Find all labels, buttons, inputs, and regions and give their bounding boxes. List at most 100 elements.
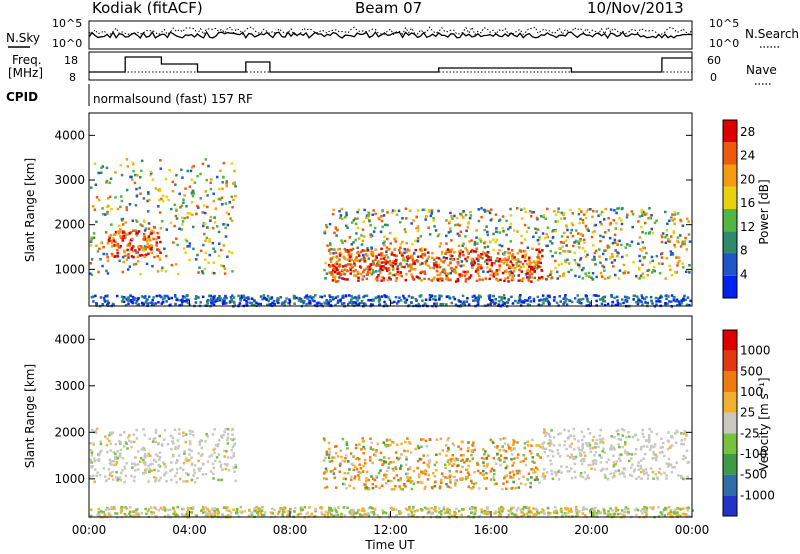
- heatmap-cell: [479, 240, 483, 243]
- heatmap-cell: [618, 453, 621, 457]
- colorbar-tick-label: 28: [740, 125, 755, 139]
- heatmap-cell: [224, 294, 227, 298]
- heatmap-cell: [266, 294, 270, 298]
- heatmap-cell: [497, 260, 501, 263]
- heatmap-cell: [547, 513, 550, 517]
- heatmap-cell: [150, 506, 153, 509]
- heatmap-cell: [398, 296, 401, 299]
- heatmap-cell: [610, 261, 614, 264]
- heatmap-cell: [469, 511, 473, 514]
- heatmap-cell: [336, 295, 340, 298]
- heatmap-cell: [365, 294, 369, 297]
- heatmap-cell: [104, 508, 108, 512]
- heatmap-cell: [127, 253, 130, 256]
- heatmap-cell: [624, 270, 627, 273]
- heatmap-cell: [129, 506, 132, 509]
- heatmap-cell: [97, 171, 100, 175]
- heatmap-cell: [660, 472, 663, 476]
- heatmap-cell: [569, 509, 573, 513]
- heatmap-cell: [339, 298, 342, 301]
- heatmap-cell: [565, 303, 569, 306]
- heatmap-cell: [213, 512, 217, 515]
- heatmap-cell: [169, 221, 173, 225]
- heatmap-cell: [173, 447, 177, 451]
- heatmap-cell: [122, 300, 126, 303]
- heatmap-cell: [219, 463, 223, 467]
- heatmap-cell: [148, 437, 151, 440]
- heatmap-cell: [659, 300, 662, 303]
- heatmap-cell: [424, 485, 427, 489]
- heatmap-cell: [471, 295, 474, 298]
- heatmap-cell: [124, 304, 128, 307]
- heatmap-cell: [350, 243, 354, 246]
- heatmap-cell: [454, 484, 457, 487]
- heatmap-cell: [349, 512, 353, 515]
- heatmap-cell: [494, 301, 498, 305]
- nsearch-trace: [88, 26, 693, 36]
- heatmap-cell: [234, 185, 237, 188]
- heatmap-cell: [536, 453, 539, 456]
- heatmap-cell: [116, 243, 120, 246]
- heatmap-cell: [520, 250, 523, 253]
- heatmap-cell: [473, 240, 477, 244]
- heatmap-cell: [399, 271, 402, 274]
- heatmap-cell: [465, 248, 469, 252]
- heatmap-cell: [558, 247, 561, 250]
- heatmap-cell: [671, 218, 675, 222]
- heatmap-cell: [328, 298, 332, 302]
- heatmap-cell: [637, 220, 640, 223]
- heatmap-cell: [620, 509, 624, 512]
- heatmap-cell: [445, 303, 448, 306]
- heatmap-cell: [265, 298, 268, 301]
- heatmap-cell: [636, 464, 640, 467]
- heatmap-cell: [221, 203, 224, 206]
- heatmap-cell: [482, 469, 485, 473]
- heatmap-cell: [640, 470, 643, 474]
- heatmap-cell: [654, 473, 657, 476]
- heatmap-cell: [613, 474, 616, 478]
- heatmap-cell: [400, 464, 403, 467]
- heatmap-cell: [360, 301, 363, 305]
- heatmap-cell: [572, 427, 575, 431]
- heatmap-cell: [123, 431, 126, 434]
- heatmap-cell: [416, 481, 420, 484]
- heatmap-cell: [89, 458, 92, 462]
- heatmap-cell: [482, 464, 486, 468]
- heatmap-cell: [325, 453, 329, 456]
- heatmap-cell: [143, 454, 146, 458]
- heatmap-cell: [509, 270, 513, 273]
- heatmap-cell: [408, 249, 411, 252]
- heatmap-cell: [218, 299, 222, 302]
- heatmap-cell: [418, 473, 421, 476]
- heatmap-cell: [319, 303, 322, 307]
- heatmap-cell: [165, 294, 169, 298]
- heatmap-cell: [105, 179, 109, 183]
- heatmap-cell: [362, 220, 365, 223]
- heatmap-cell: [371, 507, 374, 510]
- heatmap-cell: [620, 243, 623, 247]
- heatmap-cell: [597, 445, 600, 449]
- heatmap-cell: [133, 440, 136, 444]
- heatmap-cell: [367, 268, 370, 271]
- heatmap-cell: [399, 467, 402, 470]
- heatmap-cell: [420, 445, 423, 448]
- heatmap-cell: [591, 511, 595, 515]
- heatmap-cell: [112, 239, 115, 242]
- nsearch-label: N.Search: [745, 27, 799, 41]
- heatmap-cell: [174, 183, 177, 186]
- heatmap-cell: [148, 247, 152, 250]
- heatmap-cell: [400, 274, 403, 278]
- heatmap-cell: [411, 254, 414, 257]
- heatmap-cell: [555, 471, 558, 475]
- heatmap-cell: [354, 301, 358, 305]
- heatmap-cell: [208, 240, 211, 243]
- noise-tick-left-top: 10^5: [52, 17, 82, 30]
- heatmap-cell: [287, 510, 291, 513]
- heatmap-cell: [249, 301, 252, 305]
- heatmap-cell: [499, 438, 502, 441]
- heatmap-cell: [426, 257, 429, 261]
- heatmap-cell: [583, 241, 586, 244]
- heatmap-cell: [342, 506, 346, 509]
- heatmap-cell: [639, 274, 643, 277]
- heatmap-cell: [283, 510, 286, 514]
